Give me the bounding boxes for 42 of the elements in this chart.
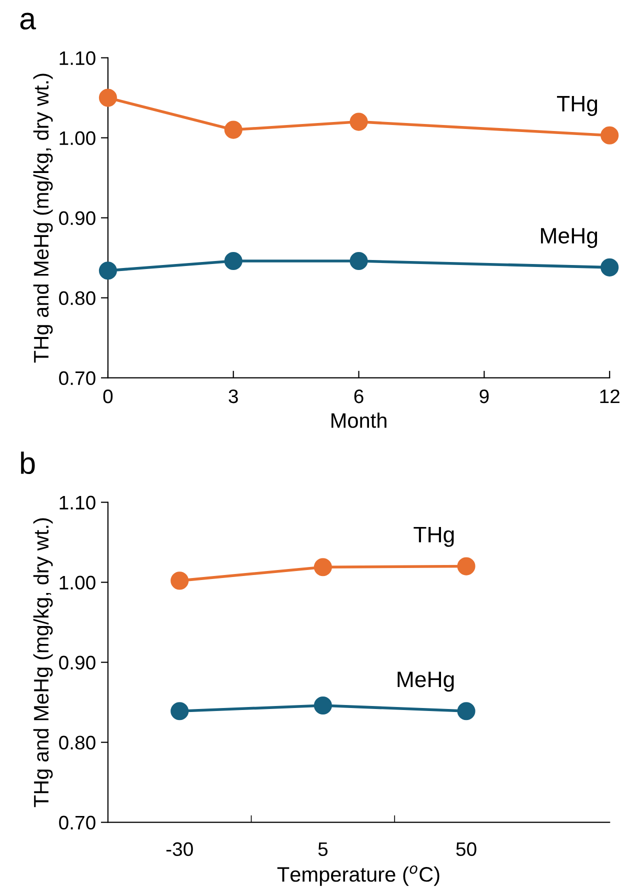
point	[224, 120, 242, 139]
series-label: THg	[557, 96, 598, 116]
point	[600, 126, 619, 144]
point	[350, 112, 368, 131]
point	[170, 572, 189, 590]
series-label: MeHg	[541, 228, 598, 248]
y-tick-label: 1.10	[60, 51, 96, 66]
chart-title: b	[21, 452, 35, 474]
x-tick-label: 6	[354, 389, 364, 404]
series-label: THg	[414, 526, 454, 547]
y-tick-label: 1.10	[60, 496, 96, 510]
point	[457, 557, 476, 576]
y-tick-label: 0.70	[59, 816, 96, 830]
point	[600, 258, 619, 276]
point	[98, 88, 117, 107]
point	[170, 702, 189, 720]
y-tick-label: 0.80	[59, 291, 96, 306]
x-tick-label: -30	[166, 842, 193, 856]
x-tick-label: 12	[600, 389, 620, 404]
point	[457, 702, 476, 720]
y-axis-title: THg and MeHg (mg/kg, dry wt.)	[33, 518, 53, 808]
x-tick-label: 3	[228, 389, 238, 404]
x-axis-title: Month	[332, 412, 386, 428]
y-tick-label: 0.80	[59, 736, 96, 750]
x-tick-label: 9	[480, 389, 489, 404]
point	[98, 262, 117, 280]
point	[224, 252, 242, 270]
y-tick-label: 0.90	[59, 656, 96, 670]
x-axis-title: Temperature ($^{o}$C)	[277, 865, 440, 886]
y-tick-label: 0.90	[59, 211, 96, 226]
y-axis-title: THg and MeHg (mg/kg, dry wt.)	[33, 74, 53, 363]
y-tick-label: 0.70	[59, 371, 96, 386]
series-label: MeHg	[398, 672, 454, 692]
x-tick-label: 50	[456, 842, 476, 856]
point	[314, 558, 332, 576]
y-tick-label: 1.00	[60, 576, 96, 590]
point	[314, 696, 332, 715]
x-tick-label: 5	[318, 842, 328, 856]
chart-title: a	[20, 12, 36, 30]
y-tick-label: 1.00	[60, 131, 96, 146]
point	[350, 252, 368, 270]
x-tick-label: 0	[103, 389, 113, 404]
